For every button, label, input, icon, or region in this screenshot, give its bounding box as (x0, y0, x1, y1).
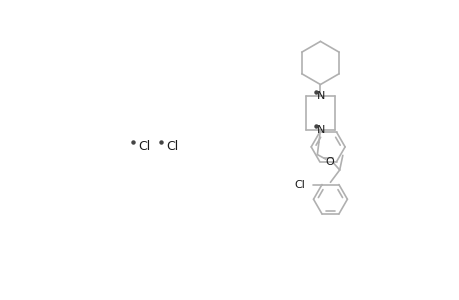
Text: Cl: Cl (294, 180, 304, 190)
Text: N: N (316, 125, 324, 135)
Text: Cl: Cl (166, 140, 178, 153)
Text: N: N (316, 91, 324, 101)
Text: O: O (325, 157, 333, 166)
Text: Cl: Cl (138, 140, 150, 153)
